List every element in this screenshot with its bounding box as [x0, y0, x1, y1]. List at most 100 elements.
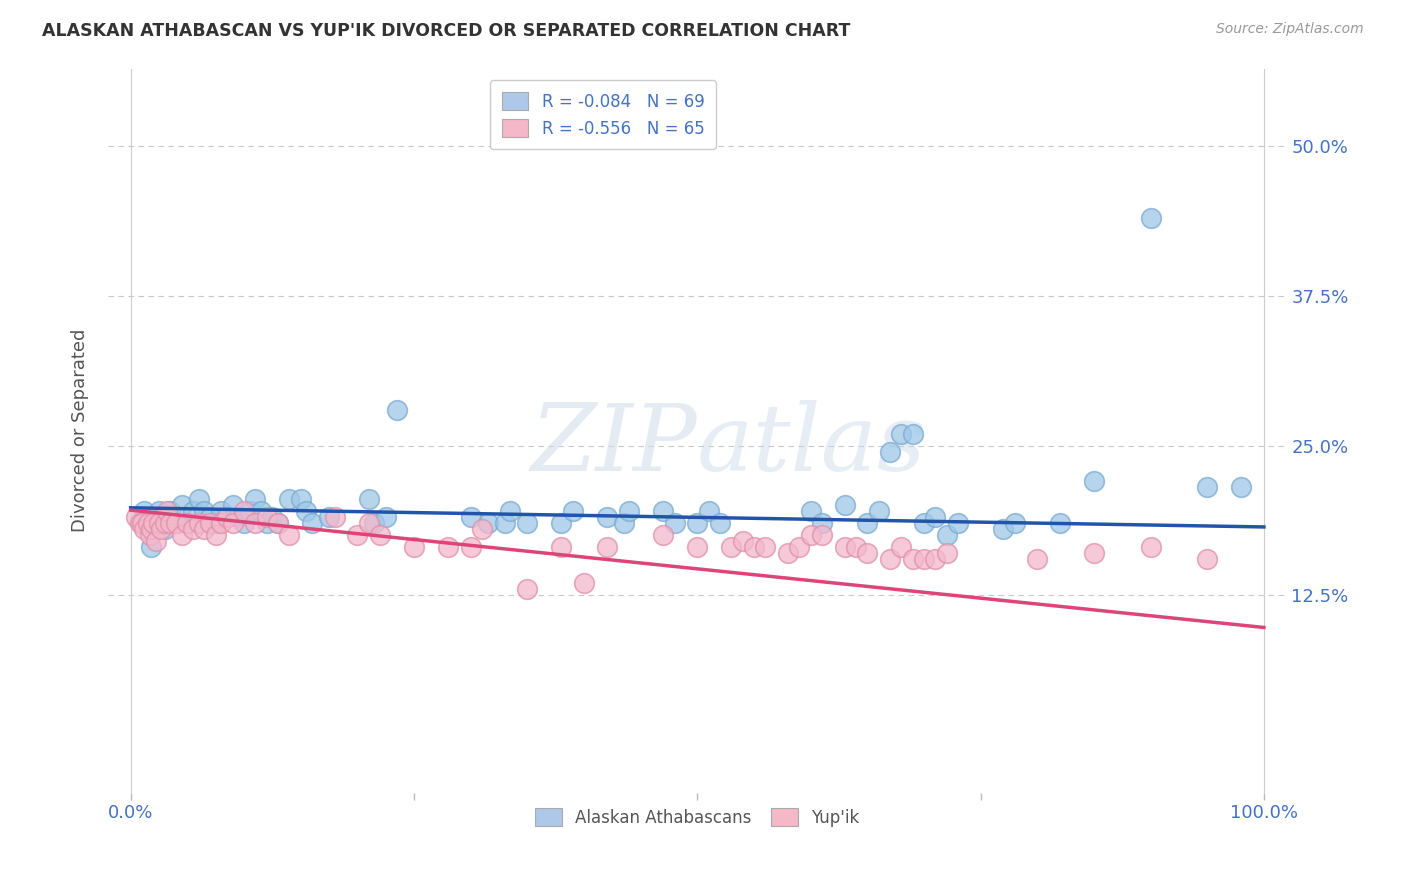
Point	[890, 426, 912, 441]
Point	[150, 522, 173, 536]
Point	[267, 516, 290, 531]
Point	[664, 516, 686, 531]
Point	[1230, 480, 1253, 494]
Point	[142, 516, 165, 531]
Point	[323, 510, 346, 524]
Point	[924, 552, 946, 566]
Point	[460, 541, 482, 555]
Point	[198, 510, 221, 524]
Point	[131, 516, 153, 531]
Point	[165, 516, 187, 531]
Point	[879, 552, 901, 566]
Point	[613, 516, 636, 531]
Point	[278, 492, 301, 507]
Point	[148, 504, 170, 518]
Point	[215, 510, 238, 524]
Point	[709, 516, 731, 531]
Point	[209, 504, 232, 518]
Point	[834, 541, 856, 555]
Point	[357, 516, 380, 531]
Point	[262, 510, 284, 524]
Point	[221, 516, 243, 531]
Point	[901, 552, 924, 566]
Point	[595, 541, 617, 555]
Point	[187, 516, 209, 531]
Point	[204, 528, 226, 542]
Point	[181, 522, 204, 536]
Point	[267, 516, 290, 531]
Point	[686, 541, 709, 555]
Point	[139, 528, 162, 542]
Point	[221, 499, 243, 513]
Point	[134, 522, 156, 536]
Point	[1004, 516, 1026, 531]
Point	[477, 516, 499, 531]
Point	[868, 504, 890, 518]
Point	[193, 504, 215, 518]
Point	[204, 516, 226, 531]
Point	[159, 504, 181, 518]
Point	[776, 546, 799, 560]
Point	[363, 516, 385, 531]
Point	[278, 528, 301, 542]
Point	[742, 541, 765, 555]
Point	[139, 522, 162, 536]
Point	[1026, 552, 1049, 566]
Point	[856, 516, 879, 531]
Point	[402, 541, 425, 555]
Point	[198, 516, 221, 531]
Point	[731, 534, 754, 549]
Point	[912, 552, 935, 566]
Point	[374, 510, 396, 524]
Point	[471, 522, 494, 536]
Point	[256, 510, 278, 524]
Point	[165, 516, 187, 531]
Point	[912, 516, 935, 531]
Point	[460, 510, 482, 524]
Point	[754, 541, 776, 555]
Point	[215, 510, 238, 524]
Point	[181, 504, 204, 518]
Point	[935, 528, 957, 542]
Point	[357, 492, 380, 507]
Point	[295, 504, 318, 518]
Point	[516, 582, 538, 597]
Point	[233, 504, 256, 518]
Point	[1197, 480, 1219, 494]
Point	[245, 492, 267, 507]
Point	[318, 510, 340, 524]
Point	[239, 504, 262, 518]
Text: ALASKAN ATHABASCAN VS YUP'IK DIVORCED OR SEPARATED CORRELATION CHART: ALASKAN ATHABASCAN VS YUP'IK DIVORCED OR…	[42, 22, 851, 40]
Point	[209, 516, 232, 531]
Point	[901, 426, 924, 441]
Point	[368, 528, 391, 542]
Point	[128, 516, 150, 531]
Point	[845, 541, 868, 555]
Point	[652, 504, 675, 518]
Point	[890, 541, 912, 555]
Point	[156, 504, 179, 518]
Point	[652, 528, 675, 542]
Point	[159, 516, 181, 531]
Point	[993, 522, 1015, 536]
Point	[170, 499, 193, 513]
Point	[346, 528, 368, 542]
Point	[226, 510, 249, 524]
Point	[153, 516, 176, 531]
Point	[811, 528, 834, 542]
Point	[494, 516, 516, 531]
Point	[935, 546, 957, 560]
Point	[924, 510, 946, 524]
Point	[290, 492, 312, 507]
Point	[1083, 475, 1105, 489]
Point	[550, 541, 572, 555]
Point	[561, 504, 583, 518]
Point	[250, 504, 273, 518]
Point	[946, 516, 969, 531]
Text: ZIP: ZIP	[530, 401, 697, 490]
Point	[170, 528, 193, 542]
Point	[516, 516, 538, 531]
Point	[437, 541, 460, 555]
Point	[499, 504, 522, 518]
Point	[301, 516, 323, 531]
